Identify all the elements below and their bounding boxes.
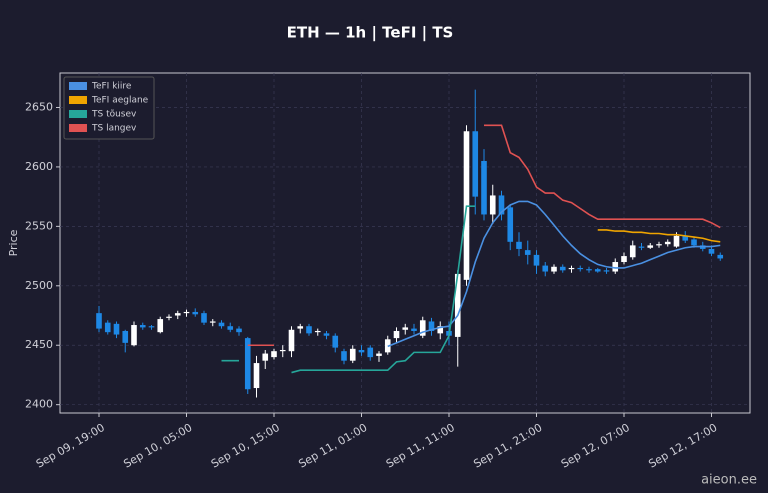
candle-body xyxy=(244,338,251,390)
candle-body xyxy=(419,320,426,336)
candle-body xyxy=(708,248,715,254)
candle-body xyxy=(209,321,216,323)
candle-body xyxy=(717,254,724,259)
candle-body xyxy=(104,322,111,333)
candle-body xyxy=(262,353,269,361)
candle-body xyxy=(122,330,129,343)
y-tick-label: 2550 xyxy=(25,219,53,232)
candle-body xyxy=(629,245,636,258)
candle-body xyxy=(192,311,199,315)
candle-body xyxy=(586,269,592,271)
overlay-line xyxy=(221,205,476,374)
candle-body xyxy=(577,267,584,270)
candle-body xyxy=(166,316,172,318)
candle-body xyxy=(157,319,164,333)
candle-body xyxy=(437,326,444,334)
legend-label: TeFI kiire xyxy=(91,82,132,92)
candle-body xyxy=(603,270,610,272)
candle-body xyxy=(113,323,120,335)
legend: TeFI kiire TeFI aeglane TS tõusev TS langev xyxy=(63,76,155,140)
plot-frame xyxy=(59,72,751,414)
candle-body xyxy=(524,250,531,255)
y-tick-label: 2500 xyxy=(25,279,53,292)
candle-body xyxy=(139,325,146,328)
candle-body xyxy=(551,266,557,272)
candle-body xyxy=(306,326,312,334)
candle-body xyxy=(332,335,339,348)
watermark: aieon.ee xyxy=(701,473,757,488)
chart-title: ETH — 1h | TeFI | TS xyxy=(287,24,454,43)
candle-body xyxy=(507,207,514,242)
legend-swatch xyxy=(69,110,87,118)
candle-body xyxy=(288,329,295,352)
candle-body xyxy=(664,241,671,245)
overlay-line xyxy=(247,124,721,347)
candle-body xyxy=(559,266,566,271)
candle-body xyxy=(279,349,286,352)
candle-body xyxy=(472,131,479,197)
candle-body xyxy=(691,239,697,246)
candle-body xyxy=(96,313,102,329)
candle-body xyxy=(638,246,645,248)
candle-body xyxy=(323,333,330,336)
candle-body xyxy=(594,269,601,272)
overlay-line xyxy=(597,229,721,243)
candle-body xyxy=(402,327,409,330)
candle-body xyxy=(349,348,356,361)
candle-body xyxy=(411,328,417,331)
legend-label: TeFI aeglane xyxy=(91,96,149,106)
legend-label: TS tõusev xyxy=(91,110,137,120)
candle-body xyxy=(218,322,225,327)
y-axis-label: Price xyxy=(7,229,20,256)
candle-body xyxy=(533,254,540,266)
candle-body xyxy=(647,245,654,248)
candle-body xyxy=(682,235,689,241)
candle-body xyxy=(174,313,181,316)
candle-body xyxy=(481,160,487,215)
candle-body xyxy=(621,256,627,263)
y-tick-label: 2600 xyxy=(25,160,53,173)
y-tick-label: 2400 xyxy=(25,398,53,411)
legend-box xyxy=(63,76,155,140)
candle-body xyxy=(428,321,435,331)
candle-body xyxy=(612,262,619,272)
candle-body xyxy=(568,267,575,270)
candle-body xyxy=(297,326,304,329)
y-tick-label: 2450 xyxy=(25,338,53,351)
overlay-line xyxy=(387,200,721,348)
candle-body xyxy=(201,313,207,323)
candle-body xyxy=(454,273,461,337)
candle-body xyxy=(183,311,190,314)
candle-body xyxy=(341,351,347,361)
legend-label: TS langev xyxy=(91,124,137,134)
candle-body xyxy=(673,235,680,247)
y-tick-label: 2650 xyxy=(25,100,53,113)
candle-body xyxy=(498,195,505,215)
candle-body xyxy=(358,349,365,353)
candle-body xyxy=(393,330,400,339)
candle-body xyxy=(376,353,382,356)
candle-body xyxy=(131,325,137,346)
legend-swatch xyxy=(69,96,87,104)
candle-body xyxy=(489,195,496,215)
candle-body xyxy=(236,328,242,333)
candle-body xyxy=(253,363,260,389)
candle-body xyxy=(656,244,662,246)
legend-swatch xyxy=(69,82,87,90)
candle-body xyxy=(148,326,155,328)
candle-body xyxy=(542,265,549,272)
candle-body xyxy=(314,330,321,333)
candle-body xyxy=(516,241,522,249)
candle-body xyxy=(271,351,277,358)
candle-body xyxy=(227,326,234,330)
legend-swatch xyxy=(69,124,87,132)
candle-body xyxy=(367,347,374,358)
